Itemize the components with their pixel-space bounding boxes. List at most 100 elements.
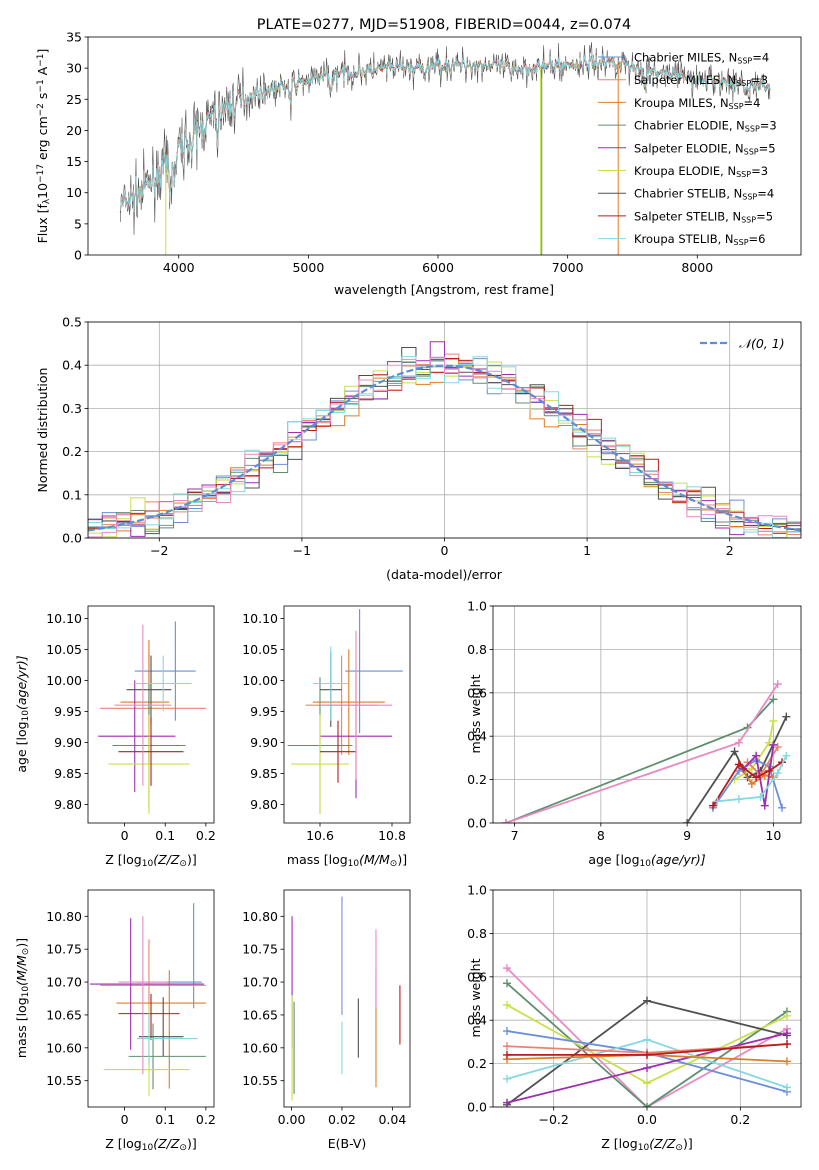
weight-marker [643, 1103, 651, 1107]
x-tick-label: 4000 [163, 260, 195, 275]
weight-marker [752, 773, 761, 782]
weight-marker [783, 1083, 791, 1092]
weight-marker [503, 964, 511, 973]
y-tick-label: 10.10 [242, 611, 278, 626]
x-tick-label: 1 [583, 543, 591, 558]
spectrum-line-7 [120, 42, 771, 235]
legend-entry-2: Salpeter MILES, NSSP=3 [634, 73, 768, 88]
weight-line-4 [734, 720, 775, 781]
x-axis-label: E(B-V) [328, 1136, 367, 1151]
normal-curve [88, 364, 801, 532]
y-tick-label: 0.6 [467, 685, 487, 700]
y-tick-label: 0.6 [467, 969, 487, 984]
y-tick-label: 1.0 [467, 599, 487, 614]
y-tick-label: 10.75 [242, 942, 278, 957]
weight-marker [783, 1011, 791, 1020]
spectrum-line-9 [120, 54, 771, 212]
axes-frame [87, 36, 802, 256]
weight-marker [503, 1027, 511, 1036]
y-tick-label: 10 [66, 185, 82, 200]
y-tick-label: 10.65 [46, 1007, 82, 1022]
x-tick-label: 0 [441, 543, 449, 558]
weight-marker [734, 738, 743, 747]
weight-marker [765, 738, 774, 747]
weight-line-1 [506, 967, 788, 1107]
y-tick-label: 9.80 [54, 797, 82, 812]
z-mass-axes: 0 0.1 0.2 10.55 10.60 10.65 10.70 10.75 10.80 [46, 889, 216, 1127]
x-tick-label: −0.2 [538, 1112, 568, 1127]
z-weight-axes: −0.2 0.0 0.2 0.0 0.2 0.4 0.6 0.8 1.0 [467, 883, 802, 1127]
plot-area [120, 42, 771, 255]
weight-marker [782, 751, 791, 760]
y-tick-label: 9.85 [54, 766, 82, 781]
x-axis-label: Z [log10(Z/Z⊙)] [601, 1136, 692, 1153]
weight-marker [734, 795, 743, 804]
axes-frame [492, 605, 802, 824]
weight-marker [643, 1035, 651, 1044]
y-tick-label: 10.80 [46, 909, 82, 924]
y-tick-label: 10.70 [46, 975, 82, 990]
legend-entry-3: Kroupa MILES, NSSP=4 [634, 96, 760, 111]
weight-marker [778, 803, 787, 812]
x-tick-label: 10 [765, 828, 781, 843]
y-axis-label: mass weight [468, 674, 483, 753]
x-tick-label: 0.04 [378, 1112, 406, 1127]
x-tick-label: −2 [150, 543, 168, 558]
y-tick-label: 0.1 [62, 487, 82, 502]
y-tick-label: 10.80 [242, 909, 278, 924]
x-tick-label: 0.2 [196, 828, 216, 843]
weight-marker [747, 779, 756, 788]
y-tick-label: 25 [66, 92, 82, 107]
x-axis-label: age [log10(age/yr)] [588, 852, 705, 869]
y-tick-label: 9.90 [250, 735, 278, 750]
histogram-series-10 [88, 356, 801, 538]
legend-entry-6: Kroupa ELODIE, NSSP=3 [634, 164, 768, 179]
y-tick-label: 15 [66, 154, 82, 169]
x-tick-label: 0.2 [730, 1112, 750, 1127]
weight-marker [643, 1079, 651, 1088]
weight-marker [782, 712, 791, 721]
weight-marker [709, 801, 717, 810]
x-tick-label: 0 [121, 828, 129, 843]
y-tick-label: 10.00 [46, 673, 82, 688]
spectrum-line-8 [120, 53, 771, 213]
weight-marker [683, 819, 692, 823]
x-axis-label: (data-model)/error [386, 567, 503, 582]
y-tick-label: 0.0 [467, 1100, 487, 1115]
weight-marker [503, 1050, 511, 1059]
histogram-axes: −2 −1 0 1 2 0.0 0.1 0.2 0.3 0.4 0.5 [62, 315, 802, 558]
legend-entry-1: Chabrier MILES, NSSP=4 [634, 51, 769, 66]
legend-normal-label: 𝒩(0, 1) [739, 336, 785, 351]
axes-frame [283, 889, 411, 1108]
weight-marker [713, 797, 722, 806]
y-tick-label: 0.8 [467, 642, 487, 657]
y-tick-label: 10.10 [46, 611, 82, 626]
y-axis-label: Normed distribution [35, 368, 50, 493]
legend-entry-7: Chabrier STELIB, NSSP=4 [634, 187, 774, 202]
x-tick-label: 10.6 [306, 828, 334, 843]
weight-marker [643, 996, 651, 1005]
weight-line-8 [742, 744, 775, 806]
axes-frame [87, 321, 802, 539]
y-tick-label: 10.00 [242, 673, 278, 688]
legend: Chabrier MILES, NSSP=4 Salpeter MILES, NS… [598, 51, 777, 247]
y-tick-label: 5 [74, 216, 82, 231]
y-axis-label: age [log10(age/yr)] [14, 655, 31, 772]
y-tick-label: 9.95 [250, 704, 278, 719]
legend-entry-4: Chabrier ELODIE, NSSP=3 [634, 119, 777, 134]
y-tick-label: 0.0 [62, 531, 82, 546]
axes-frame [87, 605, 215, 824]
x-axis-label: Z [log10(Z/Z⊙)] [105, 852, 196, 869]
weight-marker [501, 819, 510, 823]
y-tick-label: 0.2 [467, 1056, 487, 1071]
weight-marker [503, 979, 511, 988]
x-tick-label: 0.2 [196, 1112, 216, 1127]
weight-marker [773, 680, 782, 689]
y-tick-label: 9.85 [250, 766, 278, 781]
weight-marker [769, 740, 778, 749]
weight-marker [643, 1050, 651, 1059]
x-tick-label: 0.0 [637, 1112, 657, 1127]
x-tick-label: 0.1 [155, 828, 175, 843]
x-tick-label: 0 [121, 1112, 129, 1127]
weight-marker [734, 760, 743, 769]
